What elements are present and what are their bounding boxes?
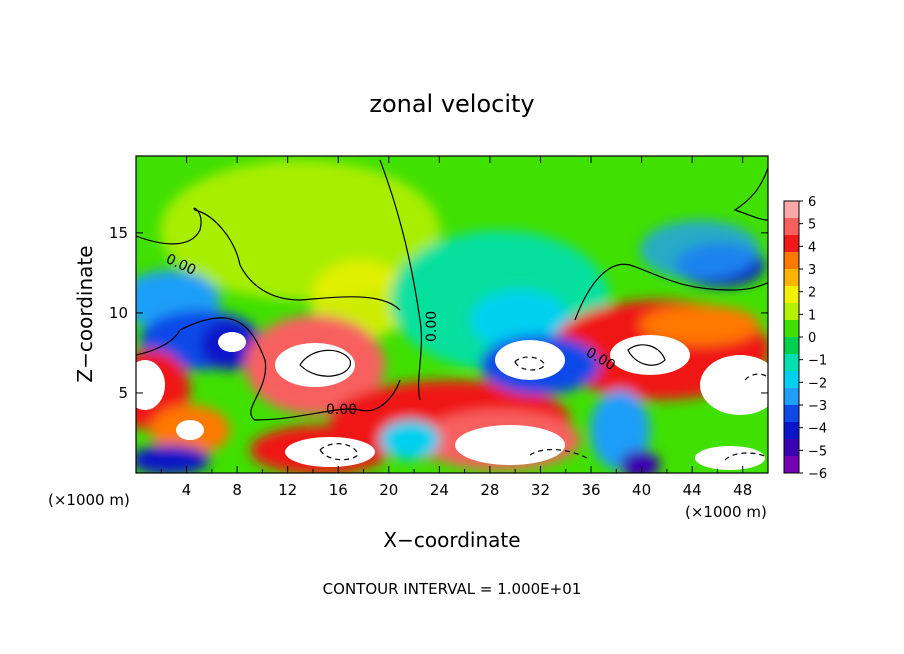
x-unit-right: (×1000 m) [685,503,767,521]
colorbar-swatch [784,388,799,406]
colorbar-tick-label: −2 [808,376,827,391]
plot-frame [135,155,769,474]
colorbar-tick-label: 6 [808,195,816,210]
colorbar-swatch [784,354,799,372]
colorbar-tick-labels: 6 5 4 3 2 1 0 −1 −2 −3 −4 −5 −6 [799,195,827,482]
velocity-field: 0.00 0.00 0.00 0.00 [136,156,768,473]
x-tick-label: 36 [581,481,600,499]
colorbar-tick-label: 5 [808,218,816,233]
x-tick-label: 20 [379,481,398,499]
y-tick-label: 5 [118,384,128,402]
colorbar-tick-label: −5 [808,444,827,459]
colorbar-swatch [784,439,799,457]
x-tick-label: 16 [329,481,348,499]
colorbar-tick-label: 3 [808,263,816,278]
x-tick-label: 40 [632,481,651,499]
contour-interval-note: CONTOUR INTERVAL = 1.000E+01 [323,580,582,598]
colorbar-swatch [784,320,799,338]
colorbar-swatch [784,405,799,423]
colorbar-tick-label: 4 [808,240,816,255]
colorbar-tick-label: 1 [808,308,816,323]
colorbar-tick-label: −4 [808,422,827,437]
colorbar-tick-label: −3 [808,399,827,414]
colorbar-swatch [784,422,799,440]
y-tick-label: 15 [109,224,128,242]
y-axis-ticks: 5 10 15 [109,224,768,402]
colorbar-swatch [784,303,799,321]
contour-label-zero: 0.00 [424,311,440,342]
y-axis-label: Z−coordinate [73,245,97,382]
x-unit-left: (×1000 m) [48,491,130,509]
chart-title: zonal velocity [369,90,534,118]
colorbar [783,200,800,474]
x-tick-label: 48 [733,481,752,499]
x-axis-ticks: 4 8 12 16 20 24 28 32 36 40 44 48 [160,156,752,499]
colorbar-tick-label: −6 [808,467,827,482]
x-tick-label: 44 [683,481,702,499]
x-tick-label: 8 [232,481,242,499]
colorbar-swatch [784,201,799,219]
x-tick-label: 32 [531,481,550,499]
colorbar-swatch [784,337,799,355]
colorbar-swatch [784,371,799,389]
colorbar-swatch [784,456,799,474]
contour-label-zero: 0.00 [326,402,357,418]
x-tick-label: 12 [278,481,297,499]
x-tick-label: 28 [480,481,499,499]
colorbar-tick-label: −1 [808,354,827,369]
colorbar-tick-label: 0 [808,331,816,346]
contour-lines [136,159,768,461]
colorbar-swatch [784,286,799,304]
x-axis-label: X−coordinate [383,528,520,552]
y-tick-label: 10 [109,304,128,322]
x-tick-label: 4 [182,481,192,499]
colorbar-tick-label: 2 [808,286,816,301]
colorbar-swatch [784,269,799,287]
x-tick-label: 24 [430,481,449,499]
colorbar-swatch [784,252,799,270]
colorbar-swatch [784,218,799,236]
colorbar-swatch [784,235,799,253]
